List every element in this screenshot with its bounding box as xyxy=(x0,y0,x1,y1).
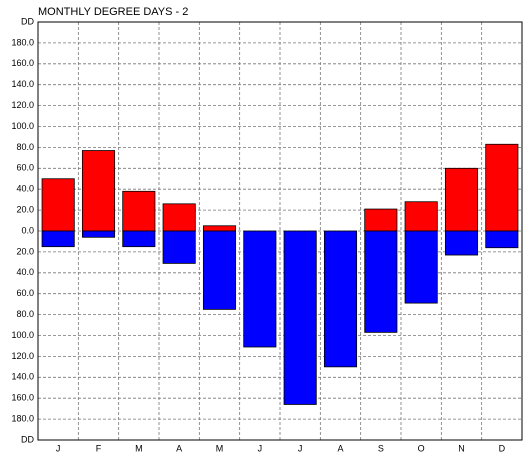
bar xyxy=(404,201,438,232)
bar xyxy=(81,150,116,232)
y-tick-label: DD xyxy=(21,16,34,26)
bar xyxy=(81,230,116,238)
bar xyxy=(41,178,75,232)
bar xyxy=(364,230,398,333)
y-tick-label: 180.0 xyxy=(11,37,34,47)
y-tick-label: 120.0 xyxy=(11,100,34,110)
x-tick-label: F xyxy=(96,443,102,453)
y-tick-label: 60.0 xyxy=(16,163,34,173)
bar xyxy=(202,230,237,310)
y-tick-label: 40.0 xyxy=(16,184,34,194)
bar xyxy=(41,230,75,248)
y-tick-label: 140.0 xyxy=(11,372,34,382)
bar xyxy=(162,203,196,232)
x-tick-label: N xyxy=(458,443,465,453)
y-tick-label: 180.0 xyxy=(11,413,34,423)
y-tick-label: 160.0 xyxy=(11,58,34,68)
bar xyxy=(162,230,196,264)
bar xyxy=(404,230,438,304)
y-tick-label: 140.0 xyxy=(11,79,34,89)
y-tick-label: 100.0 xyxy=(11,121,34,131)
x-tick-label: S xyxy=(378,443,384,453)
y-tick-label: 120.0 xyxy=(11,351,34,361)
bar xyxy=(202,225,237,232)
y-tick-label: 60.0 xyxy=(16,288,34,298)
y-tick-label: 80.0 xyxy=(16,142,34,152)
y-tick-label: 80.0 xyxy=(16,309,34,319)
bar xyxy=(485,230,519,249)
bar xyxy=(122,190,156,232)
chart-title: MONTHLY DEGREE DAYS - 2 xyxy=(38,6,188,18)
y-tick-label: 0.0 xyxy=(21,225,34,235)
bar xyxy=(485,143,519,232)
bar xyxy=(364,208,398,232)
bar xyxy=(444,230,479,256)
bar xyxy=(122,230,156,248)
x-tick-label: M xyxy=(135,443,143,453)
y-tick-label: 20.0 xyxy=(16,204,34,214)
plot-frame xyxy=(37,21,523,441)
y-tick-label: 100.0 xyxy=(11,330,34,340)
x-tick-label: J xyxy=(298,443,303,453)
x-tick-label: M xyxy=(216,443,224,453)
y-tick-label: DD xyxy=(21,434,34,444)
x-tick-label: O xyxy=(418,443,425,453)
y-tick-label: 160.0 xyxy=(11,393,34,403)
x-tick-label: J xyxy=(56,443,61,453)
bar xyxy=(283,230,317,405)
x-tick-label: J xyxy=(258,443,263,453)
x-tick-label: D xyxy=(499,443,506,453)
bar xyxy=(323,230,358,368)
x-tick-label: A xyxy=(337,443,343,453)
bar xyxy=(444,167,479,232)
y-tick-label: 20.0 xyxy=(16,246,34,256)
bar xyxy=(243,230,277,348)
y-tick-label: 40.0 xyxy=(16,267,34,277)
x-tick-label: A xyxy=(176,443,182,453)
